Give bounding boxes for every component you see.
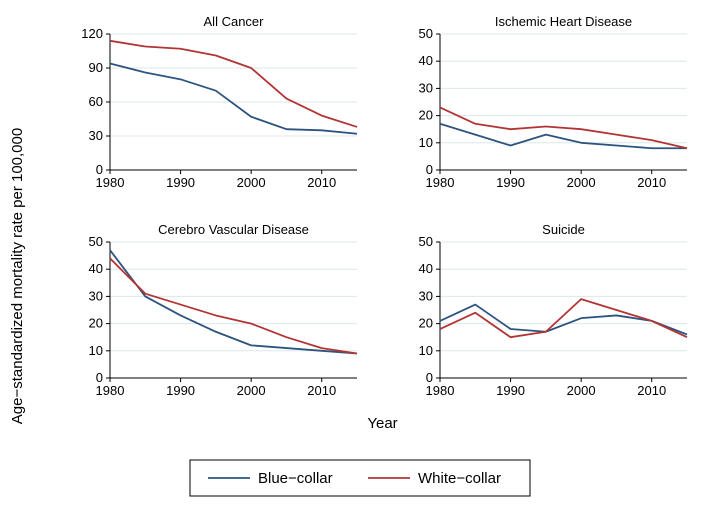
legend-label-blue: Blue−collar	[258, 470, 333, 487]
x-tick-label: 1980	[96, 383, 125, 398]
x-tick-label: 1990	[166, 175, 195, 190]
x-tick-label: 2000	[567, 175, 596, 190]
y-tick-label: 50	[419, 26, 433, 41]
legend: Blue−collar White−collar	[190, 460, 530, 496]
y-tick-label: 30	[89, 288, 103, 303]
series-blue-collar	[110, 250, 357, 353]
x-tick-label: 2010	[637, 383, 666, 398]
y-tick-label: 30	[89, 128, 103, 143]
series-blue-collar	[110, 63, 357, 133]
x-tick-label: 2000	[237, 383, 266, 398]
legend-label-white: White−collar	[418, 470, 501, 487]
y-tick-label: 10	[419, 343, 433, 358]
panel-all_cancer: 03060901201980199020002010All Cancer	[81, 14, 357, 190]
x-tick-label: 2000	[237, 175, 266, 190]
x-tick-label: 2010	[307, 175, 336, 190]
panel-title-cvd: Cerebro Vascular Disease	[158, 222, 309, 237]
panel-suicide: 010203040501980199020002010Suicide	[419, 222, 687, 398]
y-tick-label: 30	[419, 80, 433, 95]
y-tick-label: 30	[419, 288, 433, 303]
x-tick-label: 1990	[166, 383, 195, 398]
y-tick-label: 40	[419, 261, 433, 276]
x-axis-title: Year	[367, 415, 397, 432]
x-tick-label: 1990	[496, 175, 525, 190]
panel-cvd: 010203040501980199020002010Cerebro Vascu…	[89, 222, 357, 398]
chart-svg: Age−standardized mortality rate per 100,…	[0, 0, 720, 521]
x-tick-label: 1990	[496, 383, 525, 398]
panel-ihd: 010203040501980199020002010Ischemic Hear…	[419, 14, 687, 190]
series-white-collar	[110, 41, 357, 127]
panel-title-all_cancer: All Cancer	[204, 14, 265, 29]
y-tick-label: 50	[419, 234, 433, 249]
panel-title-suicide: Suicide	[542, 222, 585, 237]
y-tick-label: 10	[419, 135, 433, 150]
y-tick-label: 10	[89, 343, 103, 358]
series-white-collar	[440, 107, 687, 148]
y-tick-label: 40	[89, 261, 103, 276]
y-axis-title: Age−standardized mortality rate per 100,…	[9, 128, 26, 424]
y-tick-label: 20	[419, 316, 433, 331]
x-tick-label: 2010	[307, 383, 336, 398]
x-tick-label: 1980	[426, 383, 455, 398]
y-tick-label: 90	[89, 60, 103, 75]
y-tick-label: 120	[81, 26, 103, 41]
y-tick-label: 20	[419, 108, 433, 123]
y-tick-label: 50	[89, 234, 103, 249]
y-tick-label: 20	[89, 316, 103, 331]
y-tick-label: 60	[89, 94, 103, 109]
x-tick-label: 2010	[637, 175, 666, 190]
x-tick-label: 1980	[96, 175, 125, 190]
chart-container: Age−standardized mortality rate per 100,…	[0, 0, 720, 521]
y-tick-label: 40	[419, 53, 433, 68]
panel-title-ihd: Ischemic Heart Disease	[495, 14, 632, 29]
x-tick-label: 2000	[567, 383, 596, 398]
x-tick-label: 1980	[426, 175, 455, 190]
